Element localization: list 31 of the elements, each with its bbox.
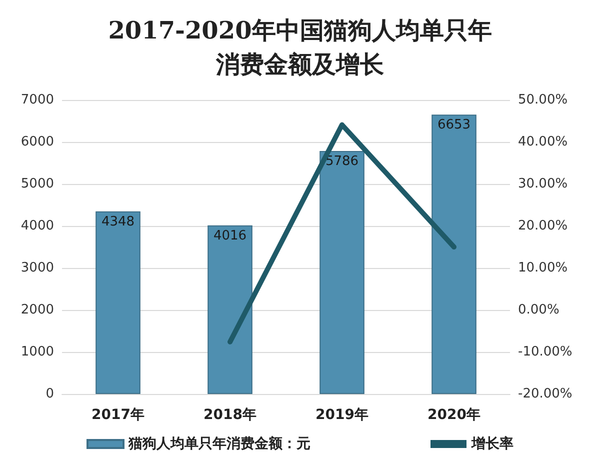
- bar: [96, 211, 140, 394]
- y-tick-label: 7000: [20, 92, 54, 108]
- y2-tick-label: 20.00%: [518, 218, 568, 234]
- y2-tick-label: 50.00%: [518, 92, 568, 108]
- bar: [208, 225, 252, 394]
- chart-title: 2017-2020年中国猫狗人均单只年消费金额及增长: [108, 16, 492, 78]
- y2-tick-label: 0.00%: [518, 302, 560, 318]
- y-tick-label: 1000: [20, 344, 54, 360]
- x-tick-label: 2020年: [428, 407, 480, 423]
- data-label: 4348: [101, 214, 135, 230]
- x-tick-label: 2017年: [92, 407, 144, 423]
- y-tick-label: 5000: [20, 176, 54, 192]
- y2-tick-label: 30.00%: [518, 176, 568, 192]
- legend-label: 增长率: [470, 435, 514, 452]
- y2-tick-label: 40.00%: [518, 134, 568, 150]
- bar: [320, 150, 364, 394]
- y2-tick-label: 10.00%: [518, 260, 568, 276]
- y-tick-label: 4000: [20, 218, 54, 234]
- data-label: 6653: [437, 118, 471, 133]
- y-tick-label: 0: [46, 386, 54, 402]
- data-label: 4016: [213, 228, 247, 244]
- legend-label: 猫狗人均单只年消费金额：元: [128, 435, 310, 452]
- y-tick-label: 6000: [20, 134, 54, 150]
- y2-tick-label: -10.00%: [518, 344, 572, 360]
- bar: [432, 114, 476, 394]
- y-tick-label: 2000: [20, 302, 54, 318]
- y2-tick-label: -20.00%: [518, 386, 572, 402]
- x-tick-label: 2018年: [204, 407, 256, 423]
- x-tick-label: 2019年: [316, 407, 368, 423]
- y-tick-label: 3000: [20, 260, 54, 276]
- data-label: 5786: [325, 154, 359, 169]
